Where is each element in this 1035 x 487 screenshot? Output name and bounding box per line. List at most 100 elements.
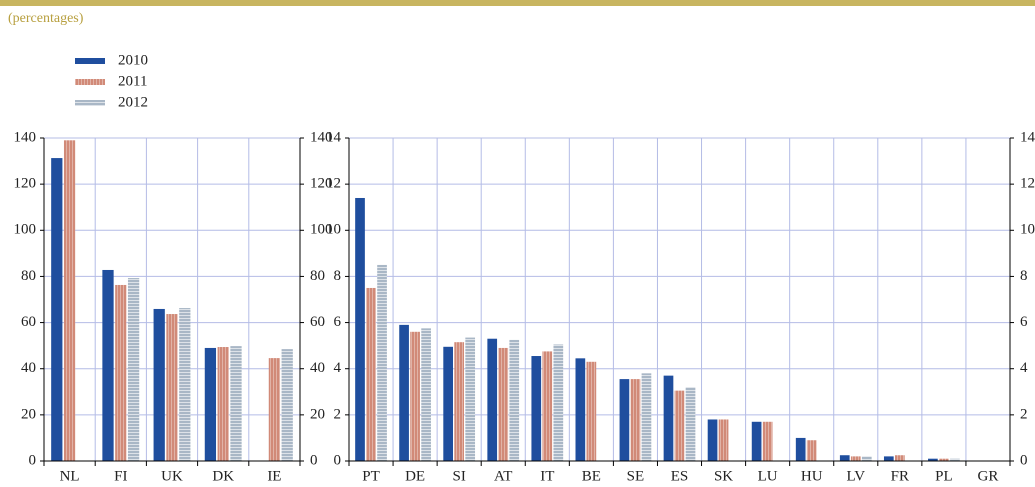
y2-tick-label: 0 xyxy=(310,452,318,468)
y2-tick-label: 20 xyxy=(310,406,325,422)
x-tick-label: SI xyxy=(452,468,465,484)
bar xyxy=(950,458,960,461)
x-tick-label: IT xyxy=(540,468,554,484)
bar xyxy=(399,324,409,461)
y2-tick-label: 8 xyxy=(1020,268,1028,284)
y2-tick-label: 80 xyxy=(310,268,325,284)
bar xyxy=(153,308,165,461)
x-tick-label: IE xyxy=(267,468,281,484)
y2-tick-label: 140 xyxy=(310,129,333,145)
bar xyxy=(127,278,140,461)
x-tick-label: FR xyxy=(891,468,909,484)
y2-tick-label: 6 xyxy=(1020,314,1028,330)
y2-tick-label: 14 xyxy=(1020,129,1035,145)
bar xyxy=(230,346,242,461)
x-tick-label: AT xyxy=(494,468,512,484)
x-tick-label: UK xyxy=(161,468,183,484)
bar xyxy=(355,197,365,461)
y-tick-label: 120 xyxy=(14,176,37,192)
y-tick-label: 12 xyxy=(326,176,341,192)
legend-label: 2010 xyxy=(118,52,148,68)
bar xyxy=(586,361,597,461)
bar xyxy=(487,338,498,461)
bar xyxy=(217,347,229,461)
y-tick-label: 40 xyxy=(21,360,36,376)
bar xyxy=(179,308,191,461)
bar xyxy=(619,379,630,461)
bar xyxy=(674,390,685,461)
bar xyxy=(762,421,773,461)
bar xyxy=(795,437,806,461)
y-tick-label: 20 xyxy=(21,406,36,422)
bar xyxy=(894,455,905,461)
bar xyxy=(883,456,894,461)
y-tick-label: 14 xyxy=(326,129,342,145)
bar xyxy=(115,284,127,461)
bar xyxy=(268,358,281,461)
y2-tick-label: 2 xyxy=(1020,406,1028,422)
bar xyxy=(861,456,872,461)
x-tick-label: SE xyxy=(627,468,645,484)
bar xyxy=(63,140,76,462)
subtitle: (percentages) xyxy=(8,11,84,26)
bar xyxy=(421,328,431,461)
bar xyxy=(166,314,178,461)
bar xyxy=(443,346,453,461)
bar xyxy=(102,269,114,461)
x-tick-label: DK xyxy=(212,468,234,484)
y-tick-label: 2 xyxy=(334,406,342,422)
bar xyxy=(850,456,861,461)
y2-tick-label: 120 xyxy=(310,176,333,192)
y2-tick-label: 0 xyxy=(1020,452,1028,468)
y-tick-label: 100 xyxy=(14,222,37,238)
y-tick-label: 60 xyxy=(21,314,36,330)
bar xyxy=(707,419,718,461)
y-tick-label: 10 xyxy=(326,222,341,238)
bar xyxy=(509,339,520,461)
x-tick-label: LU xyxy=(758,468,778,484)
y2-tick-label: 100 xyxy=(310,222,333,238)
bar xyxy=(542,351,553,461)
y-tick-label: 4 xyxy=(334,360,342,376)
bar xyxy=(663,375,674,461)
bar xyxy=(454,342,465,461)
bar xyxy=(641,373,652,461)
y-tick-label: 0 xyxy=(334,452,342,468)
bar xyxy=(531,356,542,461)
bar xyxy=(575,358,586,461)
bar xyxy=(498,347,509,461)
bar xyxy=(685,387,696,461)
y2-tick-label: 4 xyxy=(1020,360,1028,376)
legend-swatch xyxy=(75,79,105,85)
x-tick-label: LV xyxy=(846,468,865,484)
y2-tick-label: 60 xyxy=(310,314,325,330)
bar xyxy=(630,379,641,461)
y-tick-label: 80 xyxy=(21,268,36,284)
bar xyxy=(939,458,949,461)
y-tick-label: 0 xyxy=(29,452,37,468)
bar xyxy=(718,419,729,461)
y2-tick-label: 10 xyxy=(1020,222,1035,238)
bar xyxy=(204,347,217,461)
legend-swatch xyxy=(75,100,105,106)
x-tick-label: PL xyxy=(935,468,953,484)
bar xyxy=(281,349,293,461)
legend-label: 2012 xyxy=(118,94,148,110)
bar xyxy=(377,264,387,461)
bar xyxy=(465,337,476,461)
x-tick-label: ES xyxy=(671,468,689,484)
x-tick-label: GR xyxy=(978,468,999,484)
bar xyxy=(839,455,850,461)
x-tick-label: BE xyxy=(582,468,601,484)
bar xyxy=(410,331,420,461)
x-tick-label: PT xyxy=(362,468,380,484)
legend-label: 2011 xyxy=(118,73,147,89)
x-tick-label: SK xyxy=(714,468,733,484)
x-tick-label: HU xyxy=(801,468,823,484)
bar xyxy=(366,287,376,461)
y2-tick-label: 40 xyxy=(310,360,325,376)
y-tick-label: 140 xyxy=(14,129,37,145)
bar xyxy=(806,440,817,461)
y-tick-label: 8 xyxy=(334,268,342,284)
